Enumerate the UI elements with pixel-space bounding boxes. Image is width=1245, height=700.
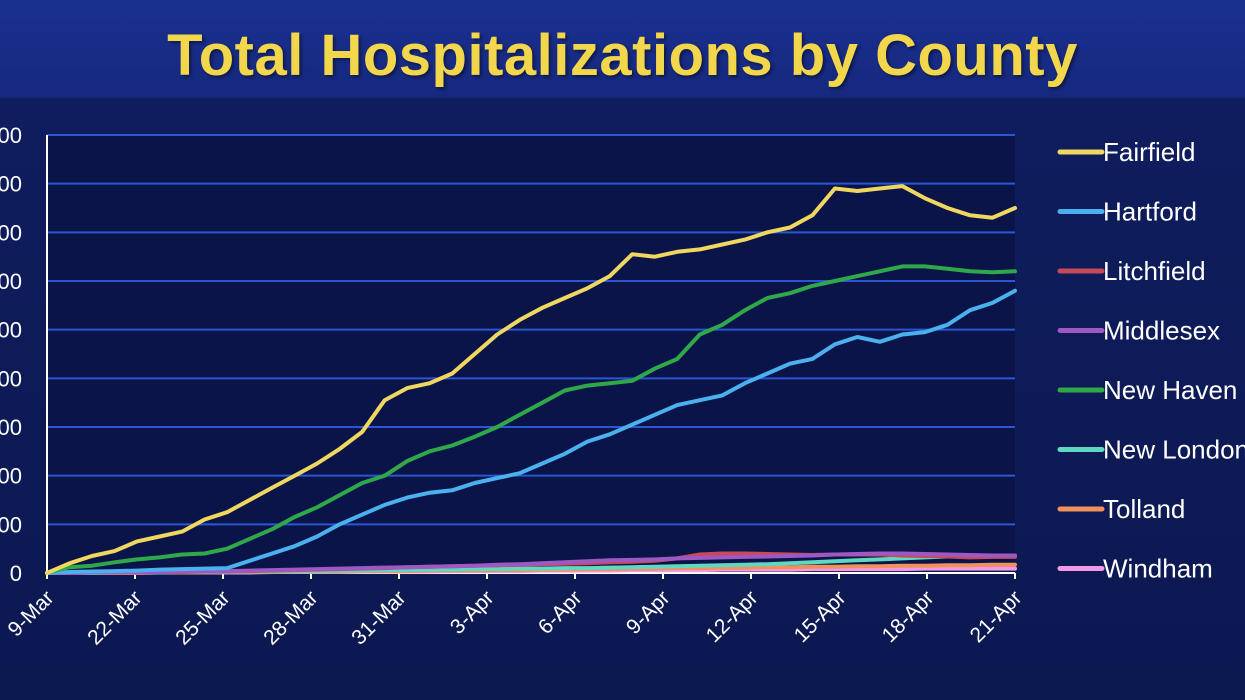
x-tick-label: 28-Mar (259, 586, 322, 649)
legend-label: New London (1103, 435, 1245, 465)
series-line-new-haven (45, 264, 1017, 575)
x-tick-label: 18-Apr (878, 586, 939, 647)
legend: Fairfield Hartford Litchfield Middlesex New … (1057, 137, 1245, 584)
x-tick-label: 12-Apr (702, 586, 763, 647)
y-tick-label: 0 (10, 561, 22, 586)
legend-label: Middlesex (1103, 316, 1220, 346)
legend-label: Fairfield (1103, 137, 1195, 167)
y-tick-label: 00 (0, 123, 22, 148)
x-tick-label: 9-Apr (622, 586, 675, 639)
y-tick-label: 00 (0, 269, 22, 294)
x-tick-label: 21-Apr (966, 586, 1027, 647)
legend-label: Hartford (1103, 197, 1197, 227)
y-tick-label: 00 (0, 464, 22, 489)
y-tick-label: 00 (0, 512, 22, 537)
y-tick-label: 00 (0, 172, 22, 197)
legend-label: Litchfield (1103, 256, 1206, 286)
series-line-middlesex (45, 551, 1017, 575)
legend-label: Windham (1103, 554, 1213, 584)
legend-label: Tolland (1103, 494, 1185, 524)
series-lines (45, 184, 1017, 575)
plot-area (47, 135, 1015, 573)
y-tick-label: 00 (0, 415, 22, 440)
x-tick-label: 15-Apr (790, 586, 851, 647)
x-tick-label: 9-Mar (3, 586, 58, 641)
gridlines (47, 134, 1015, 574)
y-tick-label: 00 (0, 220, 22, 245)
x-tick-label: 31-Mar (347, 586, 410, 649)
x-tick-label: 22-Mar (83, 586, 146, 649)
y-tick-label: 00 (0, 366, 22, 391)
x-tick-label: 3-Apr (446, 586, 499, 639)
title-bar: Total Hospitalizations by County (0, 0, 1245, 98)
series-line-hartford (45, 288, 1017, 575)
x-tick-label: 6-Apr (534, 586, 587, 639)
y-tick-label: 00 (0, 318, 22, 343)
legend-label: New Haven (1103, 375, 1237, 405)
x-tick-label: 25-Mar (171, 586, 234, 649)
series-line-fairfield (45, 184, 1017, 575)
chart-title: Total Hospitalizations by County (167, 23, 1078, 88)
x-axis-ticks: 9-Mar 22-Mar 25-Mar 28-Mar 31-Mar 3-Apr 6-Apr 9… (3, 573, 1027, 650)
